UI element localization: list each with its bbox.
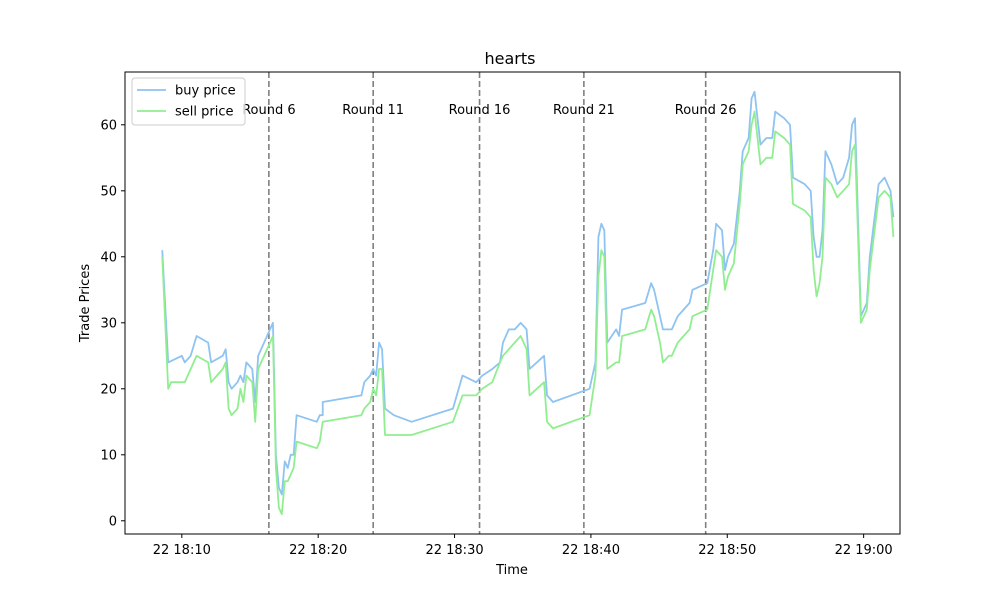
chart-title: hearts: [485, 49, 536, 68]
y-tick-label: 10: [100, 448, 117, 463]
x-tick-label: 22 18:40: [562, 543, 620, 558]
y-tick-label: 0: [109, 514, 117, 529]
legend-label-buy-price: buy price: [175, 84, 236, 99]
x-tick-label: 22 18:30: [425, 543, 483, 558]
round-marker-labels: Round 6 Round 11 Round 16 Round 21 Round 26: [242, 103, 736, 118]
x-tick-label: 22 18:20: [289, 543, 347, 558]
round-marker-label: Round 16: [449, 103, 511, 118]
x-axis-label: Time: [495, 563, 528, 578]
round-marker-label: Round 26: [675, 103, 737, 118]
y-tick-label: 20: [100, 382, 117, 397]
x-axis-ticks: 22 18:10 22 18:20 22 18:30 22 18:40 22 18:50…: [153, 534, 893, 558]
y-tick-label: 50: [100, 184, 117, 199]
buy-price-line: [161, 90, 895, 496]
x-tick-label: 22 18:50: [698, 543, 756, 558]
y-axis-ticks: 0 10 20 30 40 50 60: [100, 118, 125, 529]
legend: buy price sell price: [131, 77, 246, 126]
x-tick-label: 22 18:10: [153, 543, 211, 558]
round-marker-label: Round 6: [242, 103, 296, 118]
y-tick-label: 60: [100, 118, 117, 133]
y-tick-label: 30: [100, 316, 117, 331]
round-markers: [268, 72, 707, 534]
x-tick-label: 22 19:00: [835, 543, 893, 558]
y-axis-label: Trade Prices: [78, 264, 93, 343]
legend-label-sell-price: sell price: [175, 105, 233, 120]
plot-frame: [124, 71, 901, 535]
series-lines: [161, 90, 895, 516]
round-marker-label: Round 11: [342, 103, 404, 118]
sell-price-line: [161, 110, 895, 516]
y-tick-label: 40: [100, 250, 117, 265]
round-marker-label: Round 21: [553, 103, 615, 118]
